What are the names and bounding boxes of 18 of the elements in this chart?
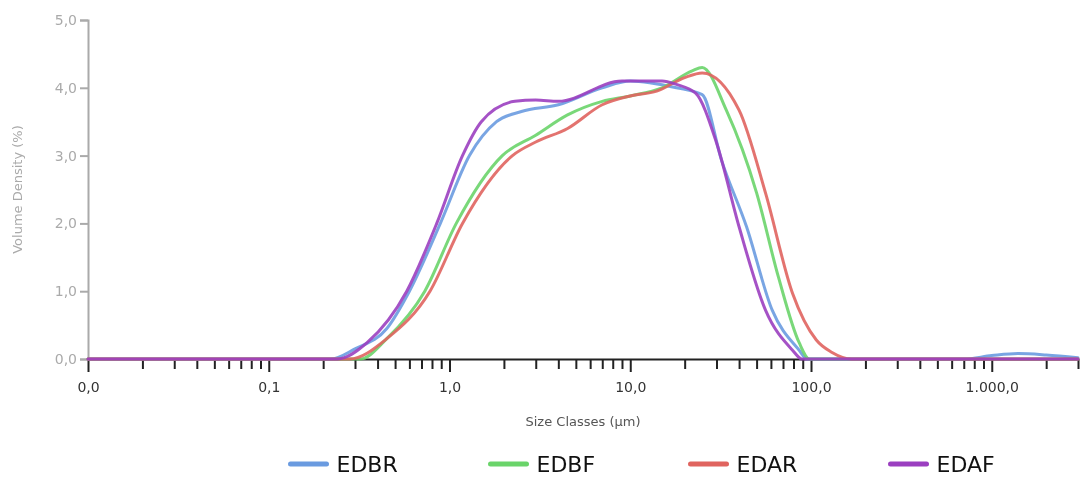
x-tick-label: 0,0 (77, 378, 100, 395)
legend-label: EDAR (736, 451, 798, 477)
y-tick-label: 4,0 (54, 79, 77, 96)
legend-label: EDAF (936, 451, 995, 477)
legend-label: EDBF (536, 451, 596, 477)
x-tick-label: 0,1 (258, 378, 281, 395)
y-axis-title: Volume Density (%) (10, 125, 25, 254)
x-tick-label: 1,0 (438, 378, 462, 395)
y-tick-label: 0,0 (54, 350, 77, 367)
y-tick-label: 3,0 (54, 147, 77, 164)
y-tick-label: 5,0 (54, 11, 77, 28)
y-tick-label: 1,0 (54, 283, 77, 300)
x-tick-label: 100,0 (791, 378, 832, 395)
x-tick-label: 10,0 (615, 378, 647, 395)
x-tick-label: 1.000,0 (965, 378, 1019, 395)
legend-label: EDBR (336, 451, 398, 477)
y-tick-label: 2,0 (54, 215, 77, 232)
x-axis-title: Size Classes (µm) (525, 414, 641, 429)
